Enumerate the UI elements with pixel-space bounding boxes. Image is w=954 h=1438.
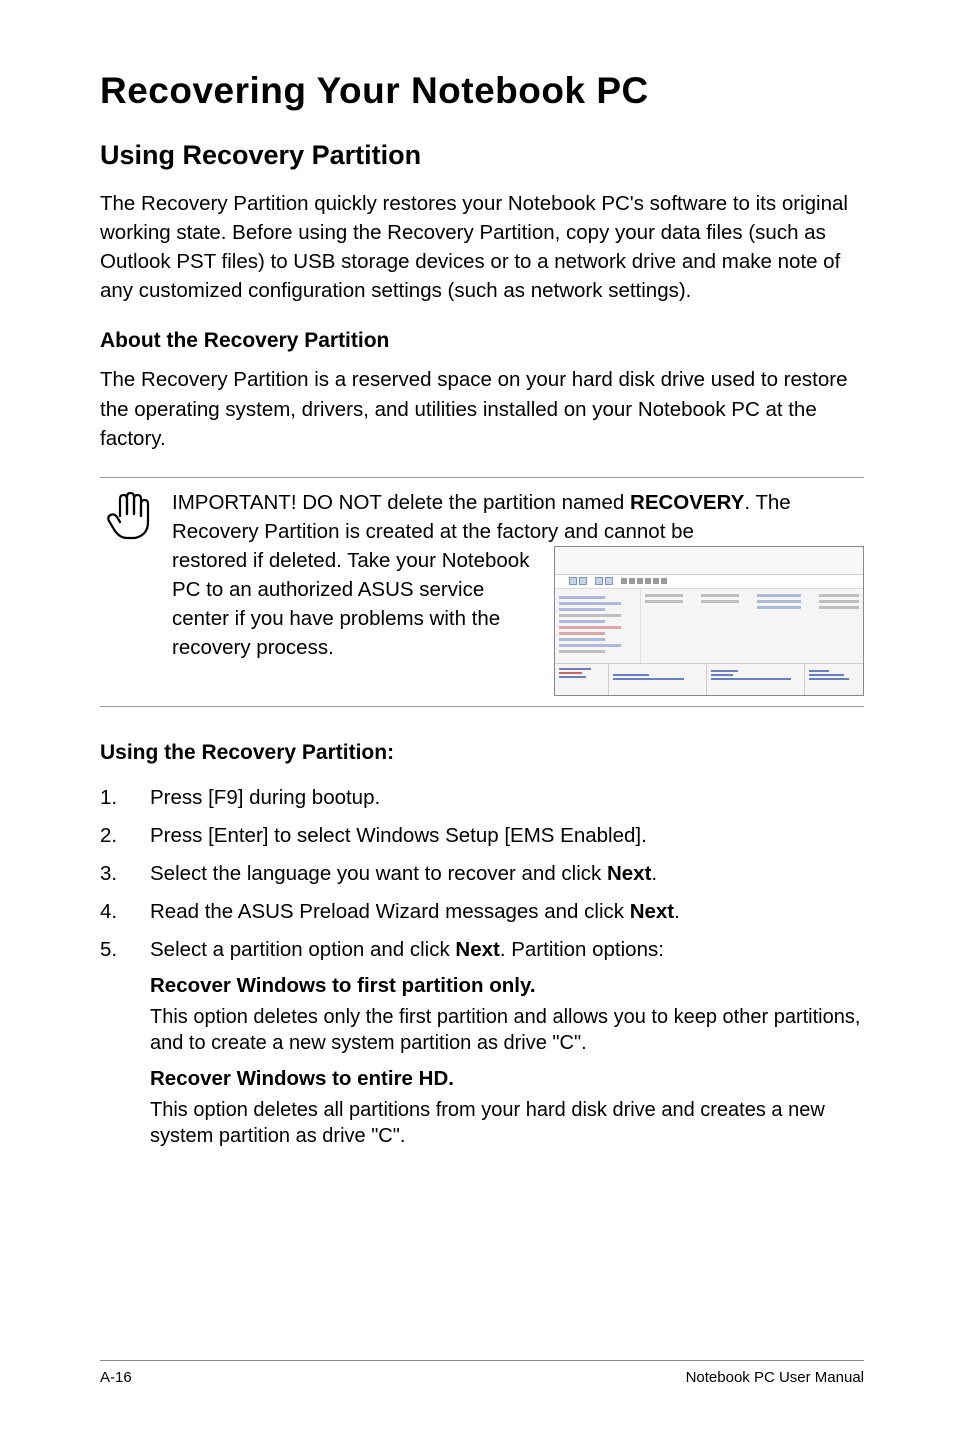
step-4-post: .	[674, 900, 680, 923]
step-5-sub1-text: This option deletes only the first parti…	[150, 1004, 864, 1056]
callout-text-bold: RECOVERY	[630, 491, 744, 514]
section-body-recovery: The Recovery Partition quickly restores …	[100, 189, 864, 305]
callout-text-pre: IMPORTANT! DO NOT delete the partition n…	[172, 491, 630, 514]
step-3-pre: Select the language you want to recover …	[150, 862, 607, 885]
step-5-post: . Partition options:	[500, 938, 664, 961]
subsection-heading-about: About the Recovery Partition	[100, 329, 864, 353]
step-2-text: Press [Enter] to select Windows Setup [E…	[150, 824, 647, 847]
important-hand-icon	[100, 488, 156, 544]
step-4: Read the ASUS Preload Wizard messages an…	[100, 897, 864, 926]
page-footer: A-16 Notebook PC User Manual	[100, 1360, 864, 1386]
step-5-bold: Next	[455, 938, 499, 961]
step-5-sub2-text: This option deletes all partitions from …	[150, 1097, 864, 1149]
footer-manual-title: Notebook PC User Manual	[686, 1369, 864, 1386]
step-5-sub1-title: Recover Windows to first partition only.	[150, 971, 864, 1000]
step-3-bold: Next	[607, 862, 651, 885]
step-3-post: .	[651, 862, 657, 885]
step-2: Press [Enter] to select Windows Setup [E…	[100, 821, 864, 850]
step-5: Select a partition option and click Next…	[100, 935, 864, 1148]
step-5-sub2-title: Recover Windows to entire HD.	[150, 1064, 864, 1093]
step-4-bold: Next	[630, 900, 674, 923]
subsection-heading-using: Using the Recovery Partition:	[100, 741, 864, 765]
steps-list: Press [F9] during bootup. Press [Enter] …	[100, 783, 864, 1149]
footer-page-number: A-16	[100, 1369, 132, 1386]
step-1: Press [F9] during bootup.	[100, 783, 864, 812]
step-3: Select the language you want to recover …	[100, 859, 864, 888]
step-4-pre: Read the ASUS Preload Wizard messages an…	[150, 900, 630, 923]
important-callout: IMPORTANT! DO NOT delete the partition n…	[100, 477, 864, 707]
disk-management-screenshot	[554, 546, 864, 696]
section-heading-recovery: Using Recovery Partition	[100, 140, 864, 171]
step-1-text: Press [F9] during bootup.	[150, 786, 380, 809]
callout-text-left: restored if deleted. Take your Notebook …	[172, 546, 540, 662]
page-title: Recovering Your Notebook PC	[100, 70, 864, 112]
callout-content: IMPORTANT! DO NOT delete the partition n…	[172, 488, 864, 696]
step-5-pre: Select a partition option and click	[150, 938, 455, 961]
subsection-body-about: The Recovery Partition is a reserved spa…	[100, 365, 864, 452]
